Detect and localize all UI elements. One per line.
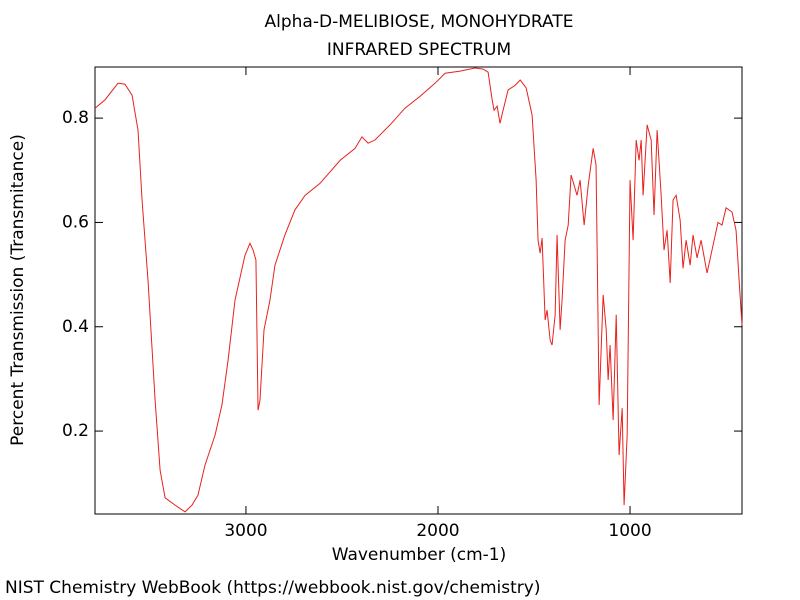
plot-frame: [94, 66, 743, 515]
spectrum-line: [94, 67, 743, 513]
x-tick-label: 1000: [608, 521, 651, 541]
y-tick-label: 0.4: [62, 317, 89, 337]
y-tick-label: 0.2: [62, 421, 89, 441]
y-axis-label: Percent Transmission (Transmitance): [8, 134, 28, 446]
x-axis-label: Wavenumber (cm-1): [332, 545, 507, 565]
chart-subtitle: INFRARED SPECTRUM: [327, 40, 511, 60]
x-tick-label: 3000: [224, 521, 267, 541]
chart-title: Alpha-D-MELIBIOSE, MONOHYDRATE: [265, 12, 574, 32]
y-tick-label: 0.8: [62, 108, 89, 128]
y-tick-label: 0.6: [62, 212, 89, 232]
x-tick-label: 2000: [416, 521, 459, 541]
source-note: NIST Chemistry WebBook (https://webbook.…: [5, 578, 540, 598]
